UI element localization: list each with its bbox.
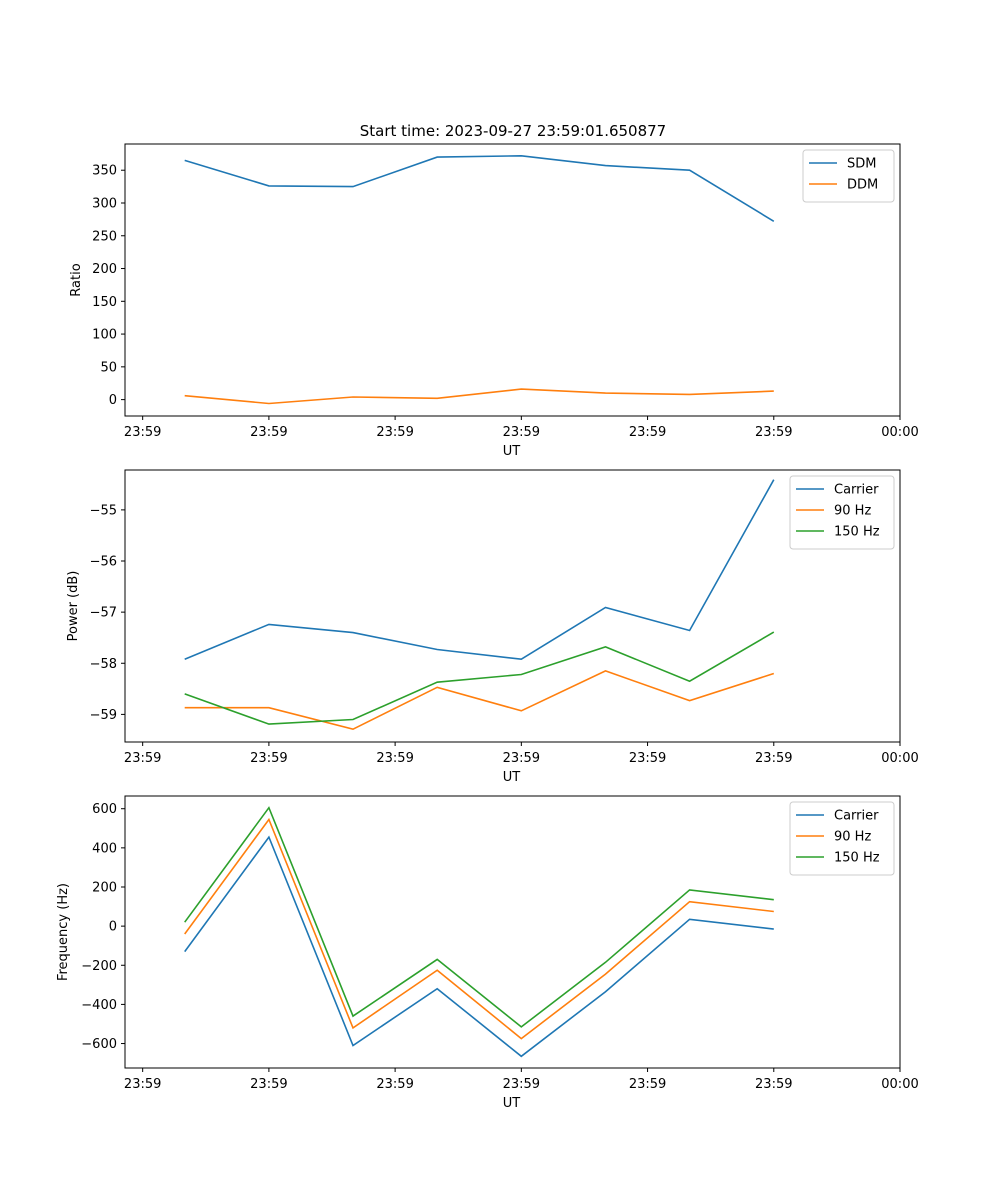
- x-tick-label: 00:00: [881, 751, 918, 766]
- x-tick-label: 00:00: [881, 425, 918, 440]
- x-tick-label: 23:59: [503, 751, 540, 766]
- axes-frame: [124, 469, 901, 743]
- x-tick-label: 23:59: [629, 751, 666, 766]
- legend-label: 90 Hz: [834, 504, 871, 519]
- legend-label: Carrier: [834, 483, 879, 498]
- y-tick-label: −600: [81, 1037, 117, 1052]
- subplots: 23:59 23:59 23:59 23:59 23:59 23:59 00:00 0 50 10…: [56, 143, 919, 1111]
- axes-frame: [124, 143, 901, 417]
- legend: SDM DDM: [802, 149, 895, 203]
- series-line-150-hz: [184, 806, 774, 1028]
- subplot-3: 23:59 23:59 23:59 23:59 23:59 23:59 00:00 −600 −…: [56, 795, 919, 1111]
- legend-label: 150 Hz: [834, 851, 880, 866]
- subplot-2: 23:59 23:59 23:59 23:59 23:59 23:59 00:00 −59 −5…: [66, 469, 919, 785]
- x-tick-label: 23:59: [503, 1077, 540, 1092]
- x-tick-label: 23:59: [629, 425, 666, 440]
- x-tick-label: 23:59: [376, 425, 413, 440]
- x-tick-label: 23:59: [755, 425, 792, 440]
- x-tick-label: 23:59: [124, 751, 161, 766]
- legend-label: DDM: [847, 178, 878, 193]
- x-axis-label: UT: [503, 444, 521, 459]
- x-tick-label: 23:59: [124, 425, 161, 440]
- subplot-1: 23:59 23:59 23:59 23:59 23:59 23:59 00:00 0 50 10…: [69, 143, 919, 459]
- y-axis-label: Power (dB): [66, 571, 81, 642]
- x-tick-label: 23:59: [376, 751, 413, 766]
- legend-label: 90 Hz: [834, 830, 871, 845]
- series-line-carrier: [184, 835, 774, 1058]
- y-tick-label: 350: [92, 164, 117, 179]
- x-tick-label: 23:59: [629, 1077, 666, 1092]
- series-line-sdm: [184, 154, 775, 222]
- y-axis-label: Ratio: [69, 263, 84, 296]
- legend-label: 150 Hz: [834, 525, 880, 540]
- legend: Carrier 90 Hz 150 Hz: [789, 475, 895, 550]
- x-tick-label: 23:59: [503, 425, 540, 440]
- y-tick-label: −200: [81, 959, 117, 974]
- x-axis-label: UT: [503, 770, 521, 785]
- y-tick-label: −57: [90, 606, 117, 621]
- y-tick-label: −59: [90, 708, 117, 723]
- y-tick-label: −56: [90, 555, 117, 570]
- x-tick-label: 23:59: [755, 1077, 792, 1092]
- x-tick-label: 23:59: [250, 751, 287, 766]
- y-tick-label: −400: [81, 998, 117, 1013]
- series-line-90-hz: [184, 817, 774, 1040]
- y-tick-label: 300: [92, 196, 117, 211]
- x-tick-label: 23:59: [124, 1077, 161, 1092]
- legend: Carrier 90 Hz 150 Hz: [789, 801, 895, 876]
- figure-title: Start time: 2023-09-27 23:59:01.650877: [360, 122, 666, 140]
- legend-label: SDM: [847, 157, 876, 172]
- x-tick-label: 23:59: [755, 751, 792, 766]
- y-axis-label: Frequency (Hz): [56, 883, 71, 981]
- series-line-150-hz: [184, 631, 775, 725]
- y-tick-label: 200: [92, 880, 117, 895]
- y-tick-label: 200: [92, 262, 117, 277]
- series-line-90-hz: [184, 670, 775, 731]
- x-tick-label: 23:59: [376, 1077, 413, 1092]
- y-tick-label: 400: [92, 841, 117, 856]
- y-tick-label: 0: [109, 393, 117, 408]
- y-tick-label: 0: [109, 920, 117, 935]
- y-tick-label: 600: [92, 802, 117, 817]
- series-line-ddm: [184, 388, 774, 405]
- x-axis-label: UT: [503, 1096, 521, 1111]
- y-tick-label: 100: [92, 328, 117, 343]
- y-tick-label: −55: [90, 503, 117, 518]
- y-tick-label: 50: [100, 360, 117, 375]
- legend-label: Carrier: [834, 809, 879, 824]
- y-tick-label: 150: [92, 295, 117, 310]
- x-tick-label: 23:59: [250, 1077, 287, 1092]
- y-tick-label: −58: [90, 657, 117, 672]
- axes-frame: [124, 795, 901, 1069]
- series-line-carrier: [184, 479, 775, 661]
- x-tick-label: 23:59: [250, 425, 287, 440]
- y-tick-label: 250: [92, 229, 117, 244]
- x-tick-label: 00:00: [881, 1077, 918, 1092]
